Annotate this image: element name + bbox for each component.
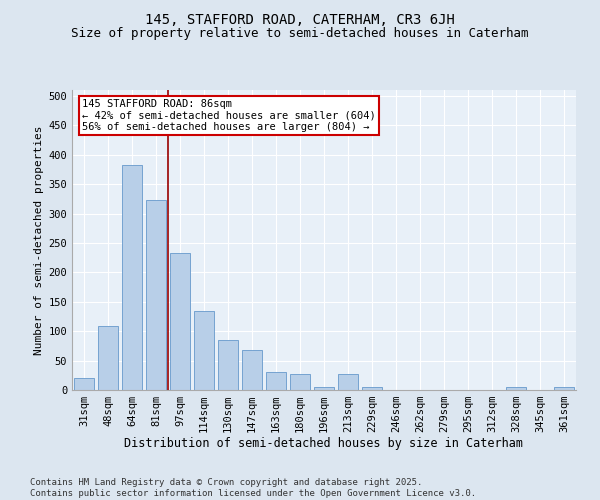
Bar [218, 340, 238, 390]
Bar [362, 387, 382, 390]
Bar [314, 387, 334, 390]
Bar [146, 200, 166, 390]
Bar [74, 378, 94, 390]
Bar [194, 310, 214, 390]
Text: Size of property relative to semi-detached houses in Caterham: Size of property relative to semi-detach… [71, 28, 529, 40]
Bar [506, 387, 526, 390]
Bar [170, 253, 190, 390]
Bar [266, 372, 286, 390]
Bar [242, 350, 262, 390]
Bar [122, 164, 142, 390]
Text: 145 STAFFORD ROAD: 86sqm
← 42% of semi-detached houses are smaller (604)
56% of : 145 STAFFORD ROAD: 86sqm ← 42% of semi-d… [82, 99, 376, 132]
Text: 145, STAFFORD ROAD, CATERHAM, CR3 6JH: 145, STAFFORD ROAD, CATERHAM, CR3 6JH [145, 12, 455, 26]
Y-axis label: Number of semi-detached properties: Number of semi-detached properties [34, 125, 44, 355]
Bar [98, 326, 118, 390]
Bar [554, 387, 574, 390]
Text: Contains HM Land Registry data © Crown copyright and database right 2025.
Contai: Contains HM Land Registry data © Crown c… [30, 478, 476, 498]
Bar [338, 374, 358, 390]
Bar [290, 374, 310, 390]
X-axis label: Distribution of semi-detached houses by size in Caterham: Distribution of semi-detached houses by … [125, 436, 523, 450]
